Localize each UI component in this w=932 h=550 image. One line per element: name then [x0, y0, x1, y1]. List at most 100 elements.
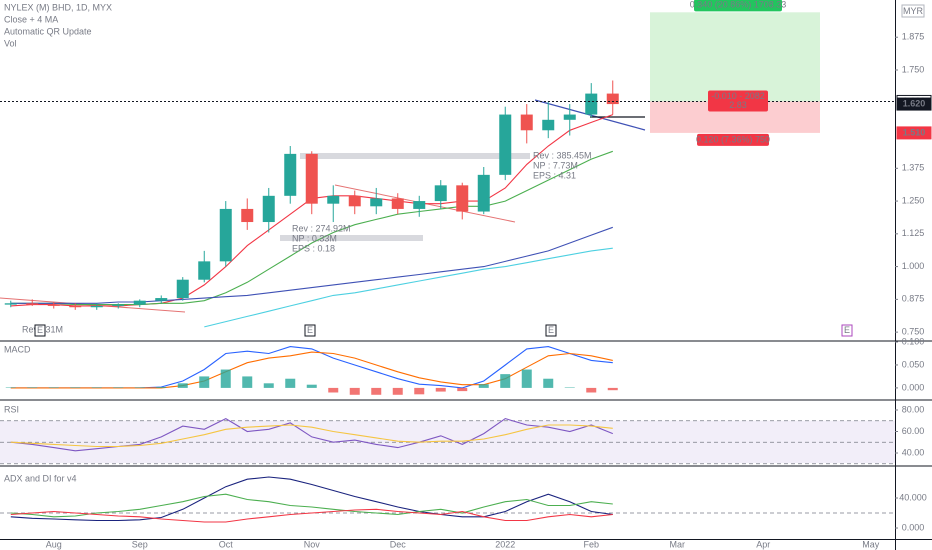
y-tick-label: 0.000 — [902, 382, 925, 392]
panel-title: ADX and DI for v4 — [4, 473, 77, 483]
y-tick-label: 0.100 — [902, 336, 925, 346]
candle-body — [176, 279, 189, 299]
histogram-bar — [220, 369, 231, 388]
x-tick-label: May — [862, 539, 880, 549]
histogram-bar — [177, 383, 188, 388]
profit-zone — [650, 12, 820, 102]
y-tick-label: 1.375 — [902, 163, 925, 173]
x-tick-label: Mar — [670, 539, 686, 549]
indicator-label: Close + 4 MA — [4, 14, 58, 24]
currency[interactable]: MYR — [903, 6, 924, 16]
y-tick-label: 80.00 — [902, 404, 925, 414]
candle-body — [284, 153, 297, 196]
histogram-bar — [478, 384, 489, 388]
candle-body — [262, 195, 275, 223]
candle-body — [219, 208, 232, 262]
candle-body — [305, 153, 318, 204]
earnings-note: EPS : 4.31 — [533, 170, 576, 180]
histogram-bar — [113, 387, 124, 388]
currency-box[interactable] — [901, 4, 925, 18]
indicator-line — [10, 476, 613, 522]
indicator-line — [10, 150, 613, 306]
symbol-title: NYLEX (M) BHD, 1D, MYX — [4, 2, 112, 12]
stop-label: 0.120 (7.36%) 750 — [696, 134, 770, 144]
candle-body — [542, 119, 555, 131]
earnings-marker-label: E — [844, 325, 850, 335]
histogram-bar — [70, 387, 81, 388]
histogram-bar — [521, 369, 532, 388]
histogram-bar — [564, 387, 575, 388]
histogram-bar — [306, 384, 317, 388]
histogram-bar — [242, 376, 253, 388]
candle-body — [348, 195, 361, 207]
x-tick-label: Oct — [219, 539, 234, 549]
y-tick-label: 60.00 — [902, 426, 925, 436]
y-tick-label: 1.125 — [902, 228, 925, 238]
earnings-marker — [545, 324, 557, 337]
histogram-bar — [371, 387, 382, 395]
candle-body — [198, 261, 211, 280]
indicator-line — [10, 424, 613, 448]
histogram-bar — [435, 387, 446, 392]
candle-body — [413, 201, 426, 209]
candle-body — [434, 185, 447, 202]
price-label-box — [896, 97, 932, 111]
earnings-note: NP : 0.33M — [292, 233, 337, 243]
y-tick-label: 1.000 — [902, 261, 925, 271]
y-tick-label: 0.875 — [902, 294, 925, 304]
x-tick-label: 2022 — [495, 539, 515, 549]
histogram-bar — [27, 387, 38, 388]
candle-body — [499, 114, 512, 175]
histogram-bar — [91, 387, 102, 388]
earnings-note: Rev : 274.92M — [292, 223, 351, 233]
histogram-bar — [349, 387, 360, 395]
candle-body — [563, 114, 576, 120]
earnings-note: Rev : 385.45M — [533, 150, 592, 160]
candle-body — [26, 303, 39, 305]
candle-body — [456, 185, 469, 212]
candle-body — [477, 174, 490, 212]
panel-title: RSI — [4, 404, 19, 414]
earnings-marker-label: E — [37, 325, 43, 335]
y-tick-label: 40.00 — [902, 447, 925, 457]
x-tick-label: Feb — [583, 539, 599, 549]
target-label-box — [694, 0, 782, 12]
histogram-bar — [156, 386, 167, 388]
earnings-marker-label: E — [307, 325, 313, 335]
candle-body — [133, 300, 146, 305]
histogram-bar — [414, 387, 425, 395]
histogram-bar — [543, 378, 554, 388]
price-label-box — [896, 126, 932, 140]
entry-label-box — [708, 90, 768, 112]
y-tick-label: 1.250 — [902, 195, 925, 205]
y-tick-label: 1.750 — [902, 64, 925, 74]
indicator-line — [10, 351, 613, 389]
earnings-note: EPS : 0.18 — [292, 243, 335, 253]
earnings-range — [280, 235, 423, 241]
stop-label-box — [697, 133, 769, 146]
candle-body — [47, 304, 60, 306]
candle-body — [520, 114, 533, 131]
histogram-bar — [285, 378, 296, 388]
indicator-line — [204, 247, 613, 328]
earnings-marker — [841, 324, 853, 337]
indicator-label: Vol — [4, 38, 17, 48]
earnings-range — [300, 153, 530, 159]
candle-body — [90, 305, 103, 308]
x-tick-label: Nov — [304, 539, 321, 549]
candle-body — [69, 305, 82, 308]
candle-body — [370, 198, 383, 207]
histogram-bar — [392, 387, 403, 395]
candle-body — [4, 303, 17, 305]
y-tick-label: 0.000 — [902, 522, 925, 532]
histogram-bar — [263, 383, 274, 388]
earnings-note: NP : 7.73M — [533, 160, 578, 170]
histogram-bar — [199, 376, 210, 388]
histogram-bar — [586, 387, 597, 393]
candle-body — [241, 208, 254, 223]
price-label: 1.510 — [903, 127, 926, 137]
candle-body — [606, 93, 619, 105]
candle-body — [155, 298, 168, 301]
histogram-bar — [134, 387, 145, 388]
